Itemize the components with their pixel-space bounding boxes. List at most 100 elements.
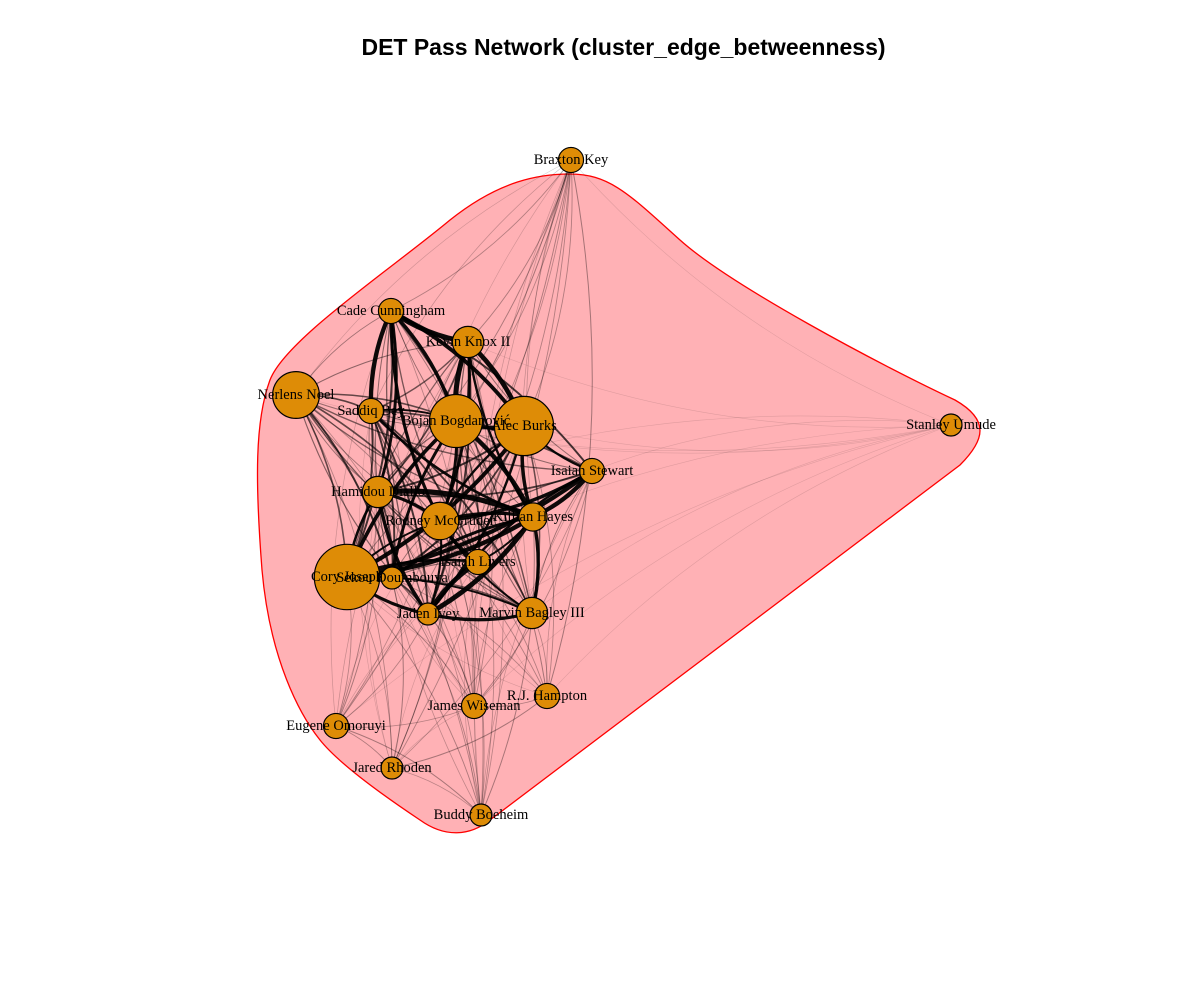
node-noel[interactable] (272, 371, 321, 420)
node-stewart[interactable] (578, 457, 606, 485)
node-label-diallo2: Sekou Doumbouya (336, 570, 448, 586)
pass-edge-noel-stewart (295, 394, 593, 472)
pass-edge-cade-diallo2 (374, 310, 393, 579)
pass-edge-ivey-omoruyi (335, 613, 429, 727)
pass-edge-hamidou-rhoden (367, 491, 393, 769)
pass-edge-braxton-umude (570, 159, 952, 426)
node-label-burks: Alec Burks (491, 418, 557, 434)
pass-edge-cade-ivey (386, 310, 429, 615)
node-label-ivey: Jaden Ivey (397, 606, 460, 622)
pass-edge-knox-hayes (466, 341, 534, 518)
node-cade[interactable] (377, 297, 405, 325)
pass-edge-braxton-cade (390, 159, 572, 312)
pass-edge-hampton-rhoden (391, 695, 548, 769)
node-label-saddiq: Saddiq Bey (337, 403, 405, 419)
node-burks[interactable] (493, 395, 555, 457)
node-bogdan[interactable] (428, 393, 484, 449)
node-label-braxton: Braxton Key (534, 152, 609, 168)
pass-edge-mcgruder-omoruyi (335, 520, 441, 727)
node-bagley[interactable] (515, 596, 549, 630)
pass-edge-stewart-wiseman (473, 470, 593, 707)
node-umude[interactable] (939, 413, 963, 437)
pass-edge-braxton-hayes (526, 159, 572, 518)
pass-edge-knox-diallo2 (391, 341, 469, 579)
pass-edge-hayes-boeheim (480, 516, 535, 816)
pass-edge-braxton-saddiq (370, 159, 572, 412)
pass-edge-mcgruder-boeheim (439, 520, 485, 816)
pass-edge-knox-umude (467, 341, 952, 428)
pass-edge-knox-wiseman (467, 341, 494, 707)
pass-edge-burks-hampton (523, 425, 555, 697)
node-ivey[interactable] (416, 602, 440, 626)
node-label-knox: Kevin Knox II (426, 334, 511, 350)
node-hayes[interactable] (518, 502, 548, 532)
node-diallo2[interactable] (380, 566, 404, 590)
node-mcgruder[interactable] (420, 501, 460, 541)
node-saddiq[interactable] (357, 397, 385, 425)
pass-edge-umude-wiseman (473, 424, 952, 707)
node-rhoden[interactable] (380, 756, 404, 780)
node-label-boeheim: Buddy Boeheim (434, 807, 529, 823)
node-group (272, 146, 963, 827)
pass-edge-umude-hampton (546, 424, 952, 697)
pass-edge-umude-stewart (591, 420, 952, 472)
pass-edge-stewart-boeheim (480, 470, 593, 816)
pass-edge-knox-joseph (346, 341, 469, 578)
node-label-cade: Cade Cunningham (337, 303, 446, 319)
pass-edge-stewart-hampton (546, 470, 593, 697)
pass-edge-braxton-boeheim (473, 159, 572, 816)
pass-edge-noel-wiseman (295, 394, 475, 707)
pass-edge-joseph-stewart (346, 469, 594, 579)
pass-edge-diallo2-boeheim (391, 577, 482, 816)
pass-edge-hayes-wiseman (473, 516, 534, 707)
node-label-hayes: Killian Hayes (493, 509, 573, 525)
pass-edge-braxton-bagley (520, 159, 572, 614)
pass-edge-livers-boeheim (463, 561, 482, 816)
node-hamidou[interactable] (361, 475, 395, 509)
pass-edge-diallo2-rhoden (391, 577, 404, 769)
node-label-bagley: Marvin Bagley III (479, 605, 585, 621)
pass-edge-braxton-burks (523, 159, 573, 427)
node-label-omoruyi: Eugene Omoruyi (286, 718, 385, 734)
pass-edge-umude-diallo2 (391, 424, 952, 579)
node-boeheim[interactable] (469, 803, 493, 827)
pass-edge-braxton-knox (467, 159, 572, 343)
pass-edge-saddiq-boeheim (370, 410, 482, 816)
pass-edge-cade-bagley (390, 310, 533, 614)
pass-edge-bogdan-omoruyi (335, 420, 457, 727)
node-label-stewart: Isaiah Stewart (551, 463, 634, 479)
pass-edge-hamidou-boeheim (377, 491, 482, 816)
pass-edge-diallo2-hampton (391, 577, 548, 697)
pass-edge-saddiq-bagley (370, 410, 533, 614)
pass-edge-wiseman-omoruyi (335, 705, 475, 728)
node-label-joseph: Cory Joseph (311, 569, 384, 585)
node-wiseman[interactable] (460, 692, 488, 720)
node-label-noel: Nerlens Noel (258, 387, 335, 403)
node-braxton[interactable] (557, 146, 585, 174)
pass-edge-knox-omoruyi (335, 341, 469, 727)
node-label-hampton: R.J. Hampton (507, 688, 588, 704)
pass-edge-noel-bagley (295, 394, 533, 614)
pass-edge-hamidou-omoruyi (335, 491, 380, 727)
pass-edge-braxton-noel (295, 159, 572, 396)
node-hampton[interactable] (533, 682, 561, 710)
pass-edge-saddiq-hayes (370, 410, 534, 519)
node-label-hamidou: Hamidou Diallo (331, 484, 425, 500)
pass-edge-bogdan-boeheim (455, 420, 495, 816)
node-label-umude: Stanley Umude (906, 417, 996, 433)
pass-edge-braxton-rhoden (391, 159, 572, 769)
node-label-rhoden: Jared Rhoden (352, 760, 432, 776)
pass-edge-hamidou-hampton (377, 491, 548, 697)
pass-edge-bogdan-wiseman (446, 420, 475, 707)
node-knox[interactable] (451, 325, 485, 359)
pass-edge-umude-bagley (531, 424, 952, 614)
pass-edge-cade-mcgruder (389, 310, 442, 522)
pass-edge-umude-omoruyi (335, 424, 952, 727)
pass-edge-knox-boeheim (467, 341, 504, 816)
pass-edge-omoruyi-boeheim (335, 725, 482, 816)
node-livers[interactable] (464, 548, 492, 576)
node-omoruyi[interactable] (322, 712, 350, 740)
pass-edge-joseph-boeheim (346, 576, 482, 816)
node-joseph[interactable] (313, 543, 381, 611)
